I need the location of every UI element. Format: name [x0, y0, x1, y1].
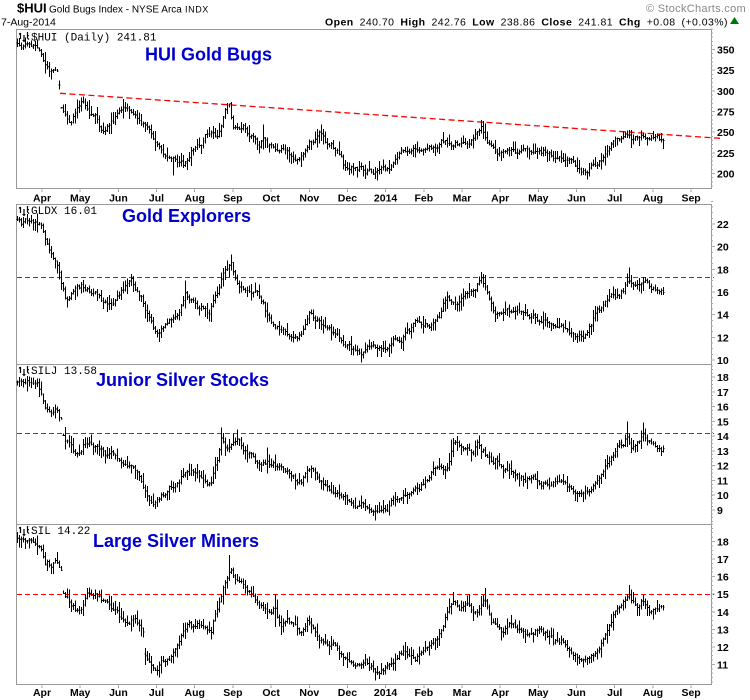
svg-text:12: 12 — [717, 332, 729, 344]
svg-text:May: May — [528, 687, 549, 699]
svg-text:9: 9 — [717, 505, 723, 517]
svg-text:225: 225 — [717, 148, 735, 160]
svg-text:200: 200 — [717, 169, 735, 181]
svg-text:16: 16 — [717, 572, 729, 584]
svg-text:Apr: Apr — [33, 192, 51, 204]
svg-text:Jun: Jun — [567, 192, 586, 204]
svg-text:15: 15 — [717, 416, 729, 428]
svg-text:Sep: Sep — [681, 687, 700, 699]
svg-text:$HUI: $HUI — [17, 1, 47, 16]
svg-text:Nov: Nov — [299, 192, 319, 204]
svg-text:15: 15 — [717, 589, 729, 601]
svg-text:16: 16 — [717, 287, 729, 299]
svg-text:350: 350 — [717, 45, 735, 57]
svg-text:Apr: Apr — [491, 192, 509, 204]
svg-text:12: 12 — [717, 642, 729, 654]
svg-text:May: May — [70, 192, 91, 204]
svg-text:2014: 2014 — [374, 192, 398, 204]
svg-text:275: 275 — [717, 107, 735, 119]
svg-text:11: 11 — [717, 660, 728, 672]
svg-text:13: 13 — [717, 624, 729, 636]
svg-text:Large Silver Miners: Large Silver Miners — [93, 531, 259, 551]
svg-text:May: May — [528, 192, 549, 204]
svg-text:Sep: Sep — [223, 687, 242, 699]
svg-text:Junior Silver Stocks: Junior Silver Stocks — [96, 370, 269, 390]
svg-text:Jun: Jun — [109, 192, 128, 204]
svg-text:Aug: Aug — [643, 687, 663, 699]
svg-text:Sep: Sep — [223, 192, 242, 204]
svg-text:Oct: Oct — [262, 192, 280, 204]
svg-text:SIL 14.22: SIL 14.22 — [31, 526, 90, 538]
svg-text:10: 10 — [717, 355, 729, 367]
svg-text:Feb: Feb — [414, 687, 433, 699]
svg-text:Aug: Aug — [184, 687, 204, 699]
svg-text:13: 13 — [717, 446, 729, 458]
svg-text:Jul: Jul — [149, 192, 164, 204]
svg-text:Sep: Sep — [681, 192, 700, 204]
svg-text:Aug: Aug — [643, 192, 663, 204]
svg-text:© StockCharts.com: © StockCharts.com — [646, 3, 746, 15]
svg-text:Jul: Jul — [607, 192, 622, 204]
svg-text:18: 18 — [717, 537, 729, 549]
svg-text:Jul: Jul — [607, 687, 622, 699]
svg-text:Mar: Mar — [453, 687, 472, 699]
svg-text:250: 250 — [717, 127, 735, 139]
svg-text:17: 17 — [717, 387, 729, 399]
svg-text:Jun: Jun — [109, 687, 128, 699]
svg-text:20: 20 — [717, 242, 729, 254]
svg-text:SILJ 13.58: SILJ 13.58 — [31, 366, 97, 378]
svg-text:14: 14 — [717, 431, 729, 443]
svg-text:Gold Bugs Index - NYSE Arca: Gold Bugs Index - NYSE Arca — [49, 5, 182, 16]
svg-text:Dec: Dec — [338, 687, 357, 699]
svg-text:Oct: Oct — [262, 687, 280, 699]
svg-text:17: 17 — [717, 554, 729, 566]
svg-text:Jun: Jun — [567, 687, 586, 699]
svg-text:Nov: Nov — [299, 687, 319, 699]
svg-text:HUI Gold Bugs: HUI Gold Bugs — [145, 45, 272, 65]
svg-text:INDX: INDX — [185, 5, 209, 15]
svg-text:11: 11 — [717, 476, 728, 488]
svg-text:Mar: Mar — [453, 192, 472, 204]
svg-text:Feb: Feb — [414, 192, 433, 204]
svg-text:Open 240.70 High 242.76 Low 23: Open 240.70 High 242.76 Low 238.86 Close… — [325, 17, 728, 29]
svg-text:10: 10 — [717, 490, 729, 502]
svg-text:$HUI (Daily) 241.81: $HUI (Daily) 241.81 — [31, 33, 157, 45]
svg-text:14: 14 — [717, 607, 729, 619]
svg-text:May: May — [70, 687, 91, 699]
svg-text:Apr: Apr — [33, 687, 51, 699]
svg-text:Jul: Jul — [149, 687, 164, 699]
svg-text:Gold Explorers: Gold Explorers — [122, 206, 251, 226]
svg-text:300: 300 — [717, 86, 735, 98]
svg-text:14: 14 — [717, 310, 729, 322]
svg-text:18: 18 — [717, 264, 729, 276]
svg-text:GLDX 16.01: GLDX 16.01 — [31, 206, 97, 218]
svg-text:12: 12 — [717, 461, 729, 473]
svg-text:325: 325 — [717, 65, 735, 77]
svg-text:16: 16 — [717, 402, 729, 414]
svg-text:Apr: Apr — [491, 687, 509, 699]
svg-text:Aug: Aug — [184, 192, 204, 204]
svg-text:22: 22 — [717, 219, 729, 231]
svg-text:Dec: Dec — [338, 192, 357, 204]
svg-text:7-Aug-2014: 7-Aug-2014 — [1, 17, 56, 29]
svg-text:2014: 2014 — [374, 687, 398, 699]
svg-text:18: 18 — [717, 372, 729, 384]
